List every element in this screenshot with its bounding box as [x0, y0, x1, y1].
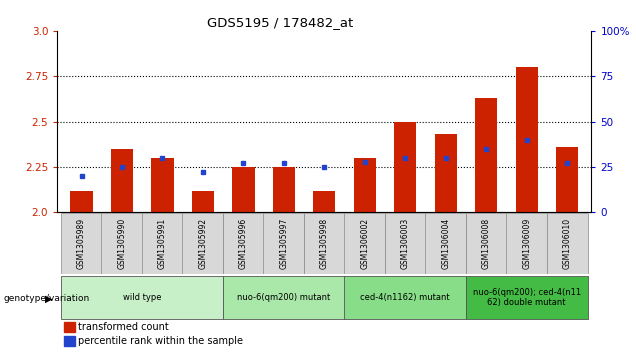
Text: GSM1305991: GSM1305991: [158, 218, 167, 269]
Bar: [556, 147, 578, 212]
Bar: [385, 213, 426, 274]
Text: GSM1305996: GSM1305996: [239, 218, 248, 269]
Bar: [466, 277, 588, 319]
Text: GSM1306009: GSM1306009: [522, 218, 531, 269]
Text: ▶: ▶: [45, 293, 52, 303]
Bar: [547, 213, 588, 274]
Text: GDS5195 / 178482_at: GDS5195 / 178482_at: [207, 16, 353, 29]
Bar: [223, 213, 264, 274]
Bar: [263, 213, 305, 274]
Bar: [61, 213, 102, 274]
Text: GSM1306008: GSM1306008: [481, 218, 491, 269]
Text: transformed count: transformed count: [78, 322, 169, 332]
Bar: [304, 213, 345, 274]
Text: GSM1306010: GSM1306010: [563, 218, 572, 269]
Bar: [102, 213, 142, 274]
Text: GSM1306004: GSM1306004: [441, 218, 450, 269]
Bar: [344, 277, 466, 319]
Bar: [71, 191, 93, 212]
Bar: [223, 277, 345, 319]
Bar: [354, 158, 376, 212]
Text: ced-4(n1162) mutant: ced-4(n1162) mutant: [361, 293, 450, 302]
Bar: [475, 98, 497, 212]
Bar: [192, 191, 214, 212]
Text: GSM1305990: GSM1305990: [118, 218, 127, 269]
Bar: [273, 167, 295, 212]
Text: GSM1305989: GSM1305989: [77, 218, 86, 269]
Bar: [111, 149, 133, 212]
Bar: [394, 122, 417, 212]
Text: GSM1306003: GSM1306003: [401, 218, 410, 269]
Text: nuo-6(qm200); ced-4(n11
62) double mutant: nuo-6(qm200); ced-4(n11 62) double mutan…: [473, 288, 581, 307]
Bar: [61, 277, 223, 319]
Bar: [344, 213, 385, 274]
Bar: [183, 213, 223, 274]
Text: genotype/variation: genotype/variation: [3, 294, 90, 303]
Bar: [151, 158, 174, 212]
Bar: [516, 67, 538, 212]
Text: GSM1305998: GSM1305998: [320, 218, 329, 269]
Text: wild type: wild type: [123, 293, 162, 302]
Bar: [232, 167, 254, 212]
Bar: [313, 191, 336, 212]
Bar: [142, 213, 183, 274]
Text: GSM1305992: GSM1305992: [198, 218, 207, 269]
Bar: [434, 134, 457, 212]
Text: GSM1305997: GSM1305997: [279, 218, 288, 269]
Bar: [425, 213, 466, 274]
Text: GSM1306002: GSM1306002: [361, 218, 370, 269]
Bar: [506, 213, 547, 274]
Text: percentile rank within the sample: percentile rank within the sample: [78, 336, 242, 346]
Bar: [466, 213, 507, 274]
Text: nuo-6(qm200) mutant: nuo-6(qm200) mutant: [237, 293, 331, 302]
